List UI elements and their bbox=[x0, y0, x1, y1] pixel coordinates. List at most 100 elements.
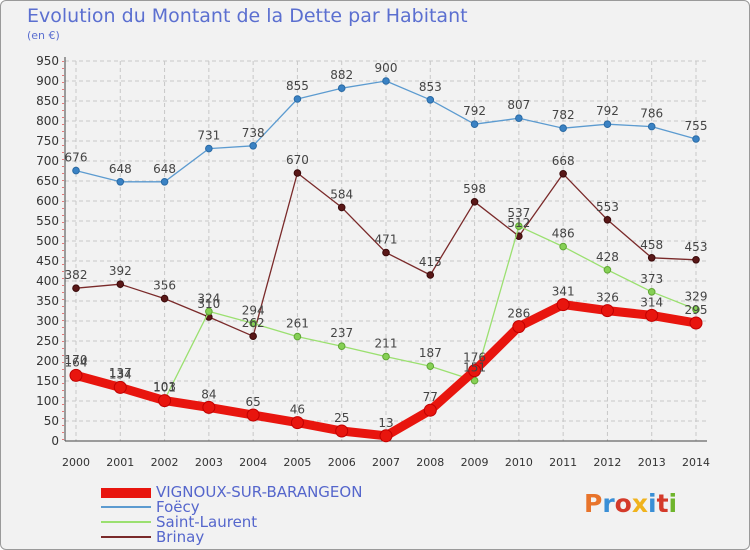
data-point-brinay bbox=[72, 284, 80, 293]
data-point-brinay bbox=[293, 169, 302, 177]
x-tick-label: 2005 bbox=[283, 456, 311, 469]
data-point-saint-laurent bbox=[382, 352, 390, 361]
x-tick-label: 2013 bbox=[638, 456, 666, 469]
data-point-vignoux bbox=[246, 408, 260, 422]
data-label-brinay: 512 bbox=[507, 216, 530, 230]
data-label-brinay: 553 bbox=[596, 200, 619, 214]
x-tick-label: 2011 bbox=[549, 456, 577, 469]
data-label-foecy: 731 bbox=[197, 129, 220, 143]
data-label-foecy: 676 bbox=[65, 151, 88, 165]
data-point-foecy bbox=[382, 77, 390, 85]
data-label-brinay: 310 bbox=[197, 297, 220, 311]
y-tick-label: 700 bbox=[36, 154, 59, 168]
data-point-saint-laurent bbox=[293, 332, 302, 341]
x-tick-label: 2008 bbox=[416, 456, 444, 469]
data-point-vignoux bbox=[290, 416, 304, 430]
data-point-foecy bbox=[160, 178, 169, 186]
data-point-saint-laurent bbox=[559, 242, 567, 251]
data-label-foecy: 792 bbox=[596, 104, 619, 118]
y-tick-label: 50 bbox=[44, 414, 59, 428]
data-point-foecy bbox=[337, 84, 346, 92]
data-label-saint-laurent: 137 bbox=[109, 366, 132, 380]
legend-label-brinay: Brinay bbox=[156, 528, 205, 546]
data-label-vignoux: 101 bbox=[153, 381, 176, 395]
data-label-vignoux: 295 bbox=[685, 303, 708, 317]
y-tick-label: 950 bbox=[36, 54, 59, 68]
logo-letter: i bbox=[668, 489, 678, 518]
data-label-saint-laurent: 294 bbox=[242, 303, 265, 317]
data-point-foecy bbox=[249, 142, 257, 150]
data-point-brinay bbox=[116, 280, 125, 289]
data-label-vignoux: 176 bbox=[463, 351, 486, 365]
y-tick-label: 0 bbox=[51, 434, 59, 448]
data-point-vignoux bbox=[379, 429, 393, 443]
data-point-vignoux bbox=[335, 424, 349, 438]
x-tick-label: 2004 bbox=[239, 456, 267, 469]
y-tick-label: 100 bbox=[36, 394, 59, 408]
data-point-saint-laurent bbox=[470, 376, 479, 385]
x-tick-label: 2012 bbox=[593, 456, 621, 469]
data-point-foecy bbox=[426, 96, 435, 104]
data-point-foecy bbox=[559, 124, 567, 132]
data-label-vignoux: 77 bbox=[423, 390, 438, 404]
legend-label-saint-laurent: Saint-Laurent bbox=[156, 513, 258, 531]
y-tick-label: 300 bbox=[36, 314, 59, 328]
logo-letter: t bbox=[656, 489, 669, 518]
legend-item-vignoux: VIGNOUX-SUR-BARANGEON bbox=[101, 483, 421, 502]
data-label-foecy: 807 bbox=[507, 98, 530, 112]
data-point-brinay bbox=[470, 198, 479, 206]
data-point-brinay bbox=[382, 248, 390, 257]
data-point-foecy bbox=[470, 120, 479, 128]
data-label-vignoux: 25 bbox=[334, 411, 349, 425]
legend-label-foecy: Foëcy bbox=[156, 498, 200, 516]
data-label-saint-laurent: 428 bbox=[596, 250, 619, 264]
data-point-brinay bbox=[559, 170, 567, 178]
y-tick-label: 650 bbox=[36, 174, 59, 188]
x-tick-label: 2009 bbox=[461, 456, 489, 469]
proxiti-logo: Proxiti bbox=[584, 489, 677, 518]
data-label-saint-laurent: 237 bbox=[330, 326, 353, 340]
data-label-foecy: 882 bbox=[330, 68, 353, 82]
chart-title: Evolution du Montant de la Dette par Hab… bbox=[27, 5, 468, 27]
data-point-saint-laurent bbox=[249, 319, 257, 328]
legend-item-brinay: Brinay bbox=[101, 528, 421, 547]
data-label-foecy: 786 bbox=[640, 107, 663, 121]
data-point-brinay bbox=[603, 216, 612, 224]
x-tick-label: 2014 bbox=[682, 456, 710, 469]
chart-subtitle: (en €) bbox=[27, 29, 60, 42]
data-label-foecy: 855 bbox=[286, 79, 309, 93]
legend-swatch-vignoux bbox=[101, 488, 151, 498]
data-point-brinay bbox=[249, 332, 257, 341]
data-label-vignoux: 84 bbox=[201, 387, 216, 401]
data-label-brinay: 415 bbox=[419, 255, 442, 269]
data-label-saint-laurent: 151 bbox=[463, 361, 486, 375]
data-point-foecy bbox=[116, 178, 125, 186]
data-point-foecy bbox=[72, 166, 80, 175]
data-label-brinay: 453 bbox=[685, 240, 708, 254]
legend-swatch-saint-laurent bbox=[101, 521, 151, 523]
data-point-vignoux bbox=[468, 364, 482, 378]
data-point-brinay bbox=[692, 255, 700, 264]
data-label-brinay: 458 bbox=[640, 238, 663, 252]
legend-item-foecy: Foëcy bbox=[101, 498, 421, 517]
data-label-saint-laurent: 103 bbox=[153, 380, 176, 394]
legend-item-saint-laurent: Saint-Laurent bbox=[101, 513, 421, 532]
data-point-saint-laurent bbox=[647, 288, 656, 296]
data-label-saint-laurent: 187 bbox=[419, 346, 442, 360]
x-tick-label: 2007 bbox=[372, 456, 400, 469]
y-tick-label: 850 bbox=[36, 94, 59, 108]
data-point-brinay bbox=[647, 253, 656, 262]
data-label-vignoux: 286 bbox=[507, 307, 530, 321]
data-label-saint-laurent: 329 bbox=[685, 289, 708, 303]
y-tick-label: 200 bbox=[36, 354, 59, 368]
legend-swatch-foecy bbox=[101, 506, 151, 508]
data-label-foecy: 853 bbox=[419, 80, 442, 94]
data-point-vignoux bbox=[423, 403, 437, 417]
data-point-vignoux bbox=[645, 308, 659, 322]
data-label-foecy: 648 bbox=[109, 162, 132, 176]
x-tick-label: 2001 bbox=[106, 456, 134, 469]
data-point-foecy bbox=[692, 135, 700, 143]
data-label-vignoux: 13 bbox=[378, 416, 393, 430]
data-label-foecy: 900 bbox=[375, 61, 398, 75]
